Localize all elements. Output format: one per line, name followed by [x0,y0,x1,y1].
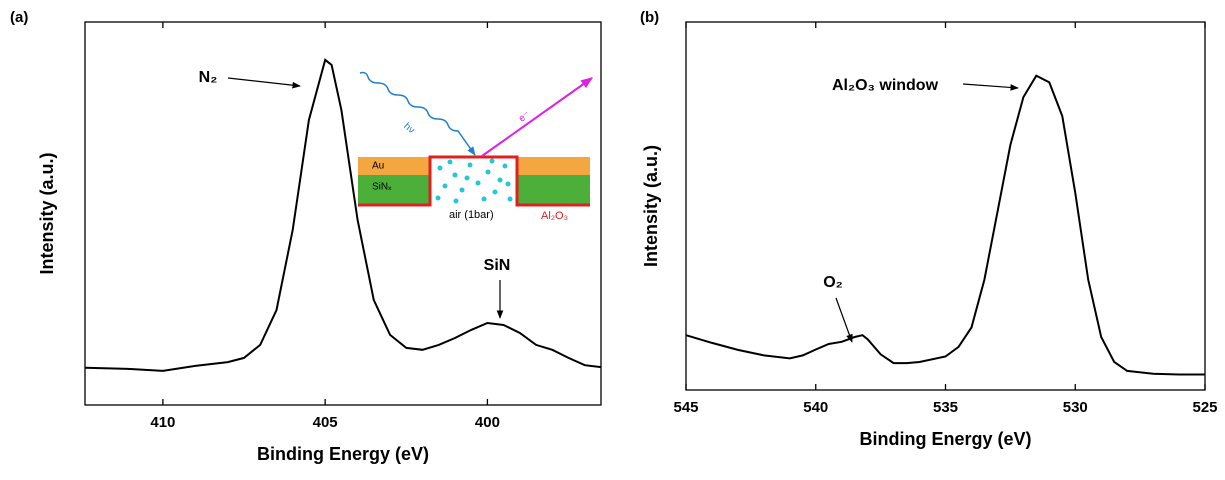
inset-label: SiNₓ [372,182,392,193]
annotation: SiN [484,257,511,274]
annotation-arrow [962,83,1019,91]
inset-label: Al₂O₃ [541,210,568,222]
inset-label: Au [372,161,384,172]
inset-label: hν [401,121,416,136]
annotation: O₂ [823,274,843,291]
y-axis-label: Intensity (a.u.) [37,152,57,274]
annotation-arrow [835,297,853,343]
x-tick-label: 405 [313,414,338,431]
spectrum-line [685,74,1205,376]
annotation: Al₂O₃ window [832,77,939,94]
plot-frame [84,21,602,406]
annotation: N₂ [199,69,218,86]
y-axis-label: Intensity (a.u.) [641,145,661,267]
annotation-arrow [227,77,301,89]
x-axis-label: Binding Energy (eV) [257,444,429,464]
x-tick-label: 400 [475,414,500,431]
panel-label: (b) [640,9,659,26]
x-tick-label: 525 [1192,399,1217,416]
inset-label: e⁻ [517,109,532,124]
spectrum-line [84,58,602,372]
x-tick-label: 535 [933,399,958,416]
panel-label: (a) [10,9,28,26]
inset-label: air (1bar) [449,209,494,221]
x-tick-label: 410 [150,414,175,431]
x-tick-label: 530 [1063,399,1088,416]
inset [358,71,593,207]
plot-frame [685,21,1206,391]
x-axis-label: Binding Energy (eV) [859,429,1031,449]
x-tick-label: 545 [673,399,698,416]
x-tick-label: 540 [803,399,828,416]
